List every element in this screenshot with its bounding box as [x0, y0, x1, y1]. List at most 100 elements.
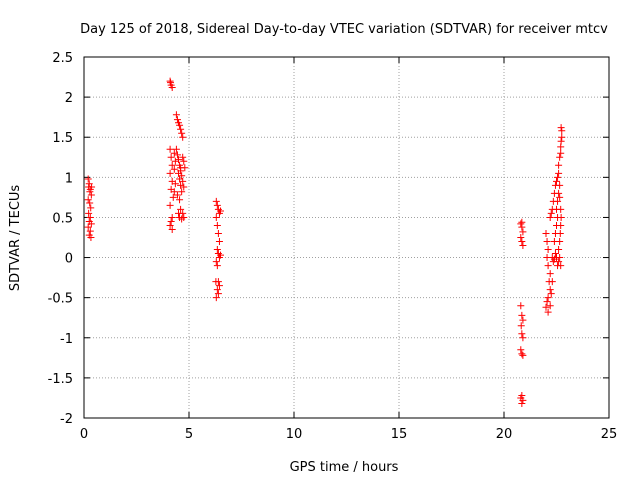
data-point — [212, 278, 220, 286]
data-point — [557, 137, 565, 145]
data-point — [543, 298, 551, 306]
data-point — [176, 196, 184, 204]
data-point — [556, 181, 564, 189]
data-point — [213, 221, 221, 229]
y-tick-label: 2 — [65, 91, 73, 106]
data-point — [518, 238, 526, 246]
data-point — [555, 246, 563, 254]
data-point — [177, 205, 185, 213]
data-point — [171, 180, 179, 188]
data-point — [212, 294, 220, 302]
data-point — [173, 116, 181, 124]
data-point — [180, 157, 188, 165]
x-tick-label: 0 — [80, 427, 88, 442]
y-tick-label: 1 — [65, 171, 73, 186]
data-point — [168, 213, 176, 221]
data-point — [544, 294, 552, 302]
data-point — [556, 254, 564, 262]
data-point — [180, 183, 188, 191]
data-point — [166, 145, 174, 153]
data-points — [84, 77, 566, 408]
y-tick-label: -1.5 — [48, 372, 73, 387]
data-point — [84, 223, 92, 231]
data-point — [546, 270, 554, 278]
y-tick-label: -0.5 — [48, 292, 73, 307]
data-point — [555, 258, 563, 266]
x-tick-label: 15 — [391, 427, 408, 442]
plot-frame — [83, 56, 610, 419]
data-point — [544, 262, 552, 270]
data-point — [173, 191, 181, 199]
data-point — [519, 316, 527, 324]
data-point — [167, 217, 175, 225]
data-point — [542, 229, 550, 237]
data-point — [85, 209, 93, 217]
data-point — [518, 311, 526, 319]
data-point — [557, 213, 565, 221]
data-point — [166, 169, 174, 177]
data-point — [166, 221, 174, 229]
data-point — [173, 151, 181, 159]
y-tick-label: 2.5 — [52, 51, 73, 66]
data-point — [519, 242, 527, 250]
y-axis-label: SDTVAR / TECUs — [8, 185, 23, 292]
data-point — [176, 175, 184, 183]
data-point — [555, 189, 563, 197]
data-point — [518, 330, 526, 338]
data-point — [87, 220, 95, 228]
data-point — [557, 149, 565, 157]
data-point — [168, 161, 176, 169]
data-point — [167, 79, 175, 87]
data-point — [557, 205, 565, 213]
data-point — [176, 121, 184, 129]
data-point — [175, 209, 182, 217]
chart-title: Day 125 of 2018, Sidereal Day-to-day VTE… — [80, 22, 608, 37]
data-point — [519, 334, 527, 342]
data-point — [171, 157, 179, 165]
data-point — [546, 213, 554, 221]
data-point — [554, 173, 562, 181]
data-point — [557, 221, 565, 229]
data-point — [87, 204, 95, 212]
axis-ticks — [83, 56, 610, 419]
data-point — [517, 302, 525, 310]
data-point — [172, 145, 180, 153]
data-point — [177, 164, 185, 172]
data-point — [170, 149, 178, 157]
data-point — [166, 201, 174, 209]
data-point — [175, 156, 182, 164]
data-point — [546, 286, 554, 294]
data-point — [167, 153, 175, 161]
data-point — [178, 215, 186, 223]
data-point — [86, 227, 94, 235]
x-tick-label: 10 — [286, 427, 303, 442]
data-point — [214, 290, 222, 298]
data-point — [178, 129, 186, 137]
data-point — [543, 238, 551, 246]
data-point — [517, 220, 525, 228]
data-point — [217, 207, 224, 215]
data-point — [517, 394, 525, 402]
data-point — [547, 209, 555, 217]
y-tick-label: 0 — [65, 252, 73, 267]
data-point — [558, 127, 566, 135]
x-axis-label: GPS time / hours — [290, 460, 399, 475]
data-point — [84, 196, 92, 204]
data-point — [544, 246, 552, 254]
data-point — [554, 197, 562, 205]
data-point — [87, 234, 95, 241]
data-point — [215, 282, 223, 290]
y-tick-label: -1 — [60, 332, 73, 347]
data-point — [177, 125, 185, 133]
data-point — [556, 153, 564, 161]
data-point — [547, 290, 555, 298]
data-point — [213, 262, 221, 270]
data-point — [168, 225, 176, 233]
x-tick-labels: 0 5 10 15 20 25 — [80, 427, 617, 442]
data-point — [172, 111, 180, 119]
data-point — [555, 169, 563, 177]
data-point — [518, 218, 526, 226]
data-point — [558, 133, 566, 141]
data-point — [87, 191, 95, 199]
data-point — [518, 400, 526, 408]
